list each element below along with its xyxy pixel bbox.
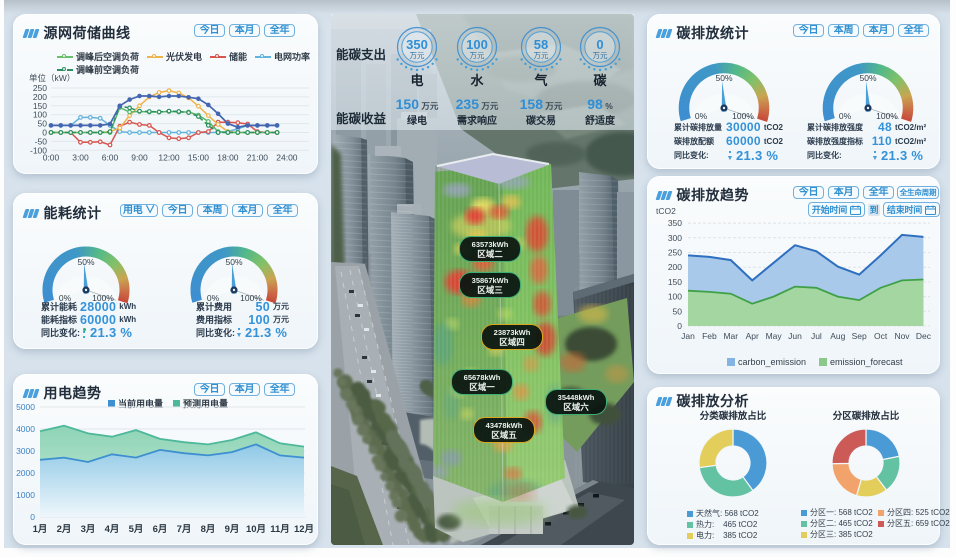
svg-text:100: 100 — [33, 110, 47, 120]
svg-text:Jan: Jan — [681, 331, 695, 341]
svg-text:0: 0 — [42, 128, 47, 138]
svg-text:100%: 100% — [732, 111, 754, 121]
svg-text:May: May — [766, 331, 783, 341]
svg-text:0: 0 — [30, 512, 35, 522]
svg-text:50: 50 — [673, 306, 683, 316]
svg-text:18:00: 18:00 — [217, 153, 239, 163]
svg-text:7月: 7月 — [177, 524, 192, 535]
svg-text:5月: 5月 — [129, 524, 144, 535]
svg-text:0%: 0% — [207, 293, 220, 303]
svg-text:100%: 100% — [240, 293, 262, 303]
svg-text:21:00: 21:00 — [247, 153, 269, 163]
svg-text:万元: 万元 — [593, 51, 608, 60]
svg-text:Sep: Sep — [852, 331, 867, 341]
svg-text:350: 350 — [406, 37, 428, 52]
svg-text:50%: 50% — [859, 73, 876, 83]
svg-text:-100: -100 — [30, 145, 47, 155]
svg-text:300: 300 — [668, 233, 682, 243]
svg-text:5000: 5000 — [16, 402, 35, 412]
svg-text:100: 100 — [466, 37, 488, 52]
svg-text:6:00: 6:00 — [102, 153, 119, 163]
svg-text:9月: 9月 — [225, 524, 240, 535]
svg-text:15:00: 15:00 — [188, 153, 210, 163]
svg-text:万元: 万元 — [534, 51, 549, 60]
svg-text:12:00: 12:00 — [158, 153, 180, 163]
svg-text:2000: 2000 — [16, 468, 35, 478]
svg-text:Feb: Feb — [702, 331, 717, 341]
svg-text:4月: 4月 — [105, 524, 120, 535]
svg-text:24:00: 24:00 — [276, 153, 298, 163]
svg-text:Nov: Nov — [894, 331, 910, 341]
svg-text:100%: 100% — [92, 293, 114, 303]
svg-text:150: 150 — [668, 277, 682, 287]
svg-text:100%: 100% — [876, 111, 898, 121]
svg-text:0: 0 — [677, 321, 682, 331]
svg-text:100: 100 — [668, 292, 682, 302]
svg-text:Jul: Jul — [811, 331, 822, 341]
svg-text:12月: 12月 — [294, 524, 314, 535]
svg-text:Aug: Aug — [830, 331, 845, 341]
svg-text:11月: 11月 — [270, 524, 290, 535]
svg-text:50%: 50% — [225, 257, 242, 267]
svg-text:Jun: Jun — [788, 331, 802, 341]
svg-text:0%: 0% — [695, 111, 708, 121]
svg-text:58: 58 — [534, 37, 548, 52]
svg-text:50%: 50% — [715, 73, 732, 83]
svg-text:8月: 8月 — [201, 524, 216, 535]
svg-text:2月: 2月 — [57, 524, 72, 535]
svg-text:Oct: Oct — [874, 331, 888, 341]
svg-text:250: 250 — [668, 248, 682, 258]
svg-text:0%: 0% — [839, 111, 852, 121]
svg-text:50: 50 — [38, 119, 48, 129]
svg-text:6月: 6月 — [153, 524, 168, 535]
svg-text:万元: 万元 — [470, 51, 485, 60]
svg-text:10月: 10月 — [246, 524, 266, 535]
svg-text:Dec: Dec — [916, 331, 932, 341]
svg-text:4000: 4000 — [16, 424, 35, 434]
svg-text:200: 200 — [668, 262, 682, 272]
svg-text:3月: 3月 — [81, 524, 96, 535]
svg-text:Mar: Mar — [723, 331, 738, 341]
svg-text:1月: 1月 — [33, 524, 48, 535]
svg-text:0: 0 — [596, 37, 603, 52]
svg-text:350: 350 — [668, 218, 682, 228]
svg-text:Apr: Apr — [746, 331, 759, 341]
svg-text:0:00: 0:00 — [43, 153, 60, 163]
svg-text:3:00: 3:00 — [72, 153, 89, 163]
svg-text:3000: 3000 — [16, 446, 35, 456]
svg-text:50%: 50% — [77, 257, 94, 267]
svg-text:0%: 0% — [59, 293, 72, 303]
svg-text:250: 250 — [33, 83, 47, 93]
svg-text:万元: 万元 — [410, 51, 425, 60]
svg-text:9:00: 9:00 — [131, 153, 148, 163]
svg-text:1000: 1000 — [16, 490, 35, 500]
svg-text:-50: -50 — [35, 136, 48, 146]
svg-text:200: 200 — [33, 92, 47, 102]
svg-text:150: 150 — [33, 101, 47, 111]
